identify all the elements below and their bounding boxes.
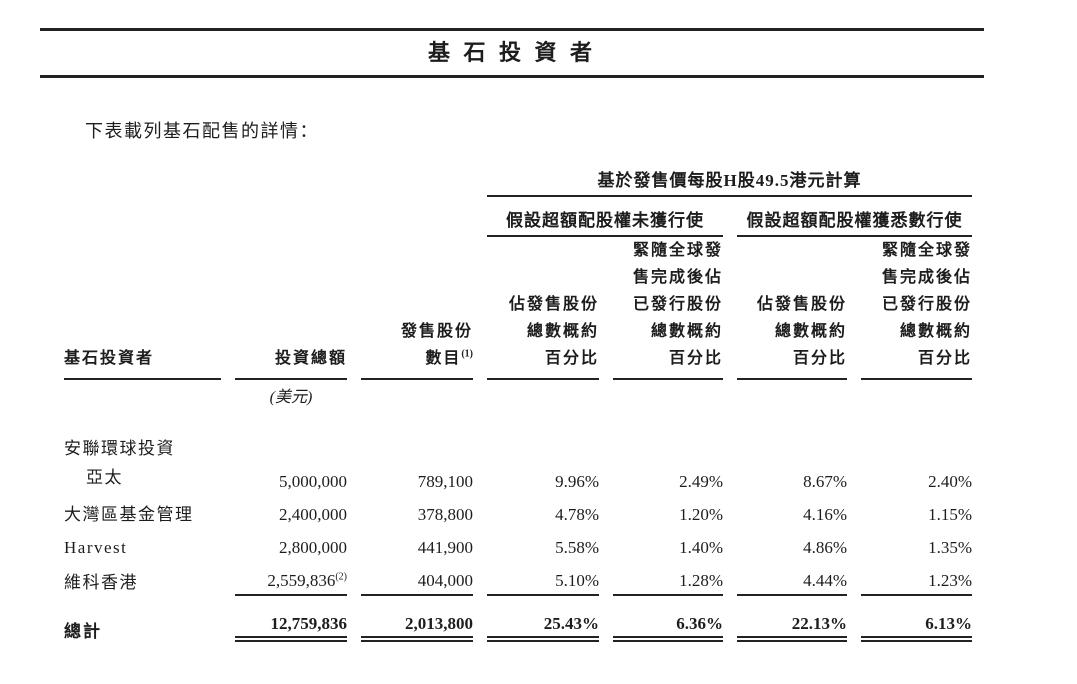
group-header-no-exercise: 假設超額配股權未獲行使 [487, 197, 723, 237]
pct-offer-full-exercise: 4.86% [803, 538, 847, 557]
pct-issued-no-exercise: 1.28% [613, 561, 723, 596]
pct-offer-full-exercise: 4.44% [737, 561, 847, 596]
table-row-gba: 大灣區基金管理 2,400,000 378,800 4.78% 1.20% 4.… [64, 495, 972, 528]
spacer-cell [64, 166, 473, 197]
col-header-pct-issued-2: 緊隨全球發 售完成後佔 已發行股份 總數概約 百分比 [861, 237, 972, 380]
investor-name: Harvest [64, 538, 128, 557]
table-row-allianz: 安聯環球投資 亞太 5,000,000 789,100 9.96% 2.49% … [64, 434, 972, 495]
total-investment: 12,759,836 [235, 596, 347, 642]
column-header-row: 基石投資者 投資總額 發售股份 數目(1) 佔發售股份 總數概約 百分比 緊隨全… [64, 237, 972, 380]
pct-issued-full-exercise: 1.15% [928, 505, 972, 524]
total-label: 總計 [64, 622, 102, 641]
table-row-harvest: Harvest 2,800,000 441,900 5.58% 1.40% 4.… [64, 528, 972, 561]
offer-price-span-header: 基於發售價每股H股49.5港元計算 [487, 166, 972, 197]
offer-shares: 404,000 [361, 561, 473, 596]
intro-text: 下表載列基石配售的詳情： [85, 121, 319, 141]
investment-amount: 5,000,000 [279, 472, 347, 491]
investment-amount: 2,800,000 [279, 538, 347, 557]
footnote-2-marker: (2) [335, 571, 347, 583]
investment-amount: 2,400,000 [279, 505, 347, 524]
span-header-row: 基於發售價每股H股49.5港元計算 [64, 166, 972, 197]
title-rule-bottom [40, 75, 984, 78]
offer-shares: 789,100 [417, 472, 473, 491]
pct-offer-no-exercise: 4.78% [555, 505, 599, 524]
col-header-shares: 發售股份 數目(1) [361, 237, 473, 380]
table-row-weike: 維科香港 2,559,836(2) 404,000 5.10% 1.28% 4.… [64, 561, 972, 596]
unit-row: (美元) [64, 380, 972, 410]
spacer-cell [64, 380, 221, 410]
pct-offer-no-exercise: 5.58% [555, 538, 599, 557]
pct-offer-full-exercise: 8.67% [803, 472, 847, 491]
col-header-pct-offer-2: 佔發售股份 總數概約 百分比 [737, 237, 847, 380]
investor-name: 大灣區基金管理 [64, 505, 194, 524]
footnote-1-marker: (1) [461, 348, 473, 360]
cornerstone-placing-table: 基於發售價每股H股49.5港元計算 假設超額配股權未獲行使 假設超額配股權獲悉數… [50, 166, 986, 642]
pct-issued-no-exercise: 1.40% [679, 538, 723, 557]
pct-offer-no-exercise: 5.10% [487, 561, 599, 596]
pct-issued-no-exercise: 1.20% [679, 505, 723, 524]
pct-issued-full-exercise: 2.40% [928, 472, 972, 491]
investment-amount: 2,559,836(2) [235, 561, 347, 596]
total-pct-issued-full-exercise: 6.13% [861, 596, 972, 642]
col-header-pct-offer-1: 佔發售股份 總數概約 百分比 [487, 237, 599, 380]
total-offer-shares: 2,013,800 [361, 596, 473, 642]
investor-name: 安聯環球投資 亞太 [64, 439, 175, 487]
offer-shares: 378,800 [417, 505, 473, 524]
total-pct-issued-no-exercise: 6.36% [613, 596, 723, 642]
spacer-row [64, 410, 972, 434]
col-header-investor: 基石投資者 [64, 237, 221, 380]
pct-offer-no-exercise: 9.96% [555, 472, 599, 491]
offer-shares: 441,900 [417, 538, 473, 557]
group-header-full-exercise: 假設超額配股權獲悉數行使 [737, 197, 972, 237]
spacer-cell [361, 380, 972, 410]
pct-issued-no-exercise: 2.49% [679, 472, 723, 491]
total-pct-offer-no-exercise: 25.43% [487, 596, 599, 642]
pct-offer-full-exercise: 4.16% [803, 505, 847, 524]
title-rule-top [40, 28, 984, 31]
col-header-pct-issued-1: 緊隨全球發 售完成後佔 已發行股份 總數概約 百分比 [613, 237, 723, 380]
investment-unit: (美元) [269, 389, 313, 406]
pct-issued-full-exercise: 1.23% [861, 561, 972, 596]
group-header-row: 假設超額配股權未獲行使 假設超額配股權獲悉數行使 [64, 197, 972, 237]
col-header-investment: 投資總額 [235, 237, 347, 380]
page-title: 基 石 投 資 者 [427, 40, 596, 65]
investor-name: 維科香港 [64, 573, 138, 592]
pct-issued-full-exercise: 1.35% [928, 538, 972, 557]
total-pct-offer-full-exercise: 22.13% [737, 596, 847, 642]
table-row-total: 總計 12,759,836 2,013,800 25.43% 6.36% 22.… [64, 596, 972, 642]
spacer-cell [64, 197, 473, 237]
